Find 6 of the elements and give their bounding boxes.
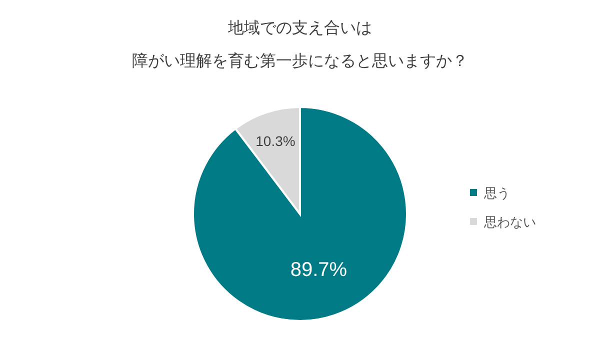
- chart-subtitle: 障がい理解を育む第一歩になると思いますか？: [132, 52, 468, 70]
- legend-label: 思う: [483, 186, 510, 200]
- chart-title: 地域での支え合いは: [227, 19, 372, 37]
- data-label: 10.3%: [256, 132, 296, 149]
- data-label: 89.7%: [290, 258, 348, 281]
- legend-label: 思わない: [483, 214, 536, 230]
